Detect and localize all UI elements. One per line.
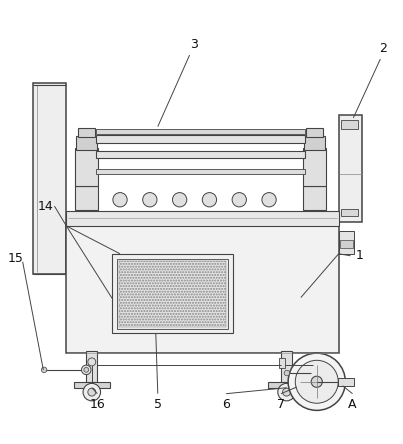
Circle shape bbox=[284, 370, 290, 376]
Circle shape bbox=[113, 193, 127, 207]
Circle shape bbox=[262, 193, 276, 207]
Circle shape bbox=[81, 365, 91, 375]
Bar bbox=[112, 254, 233, 333]
Bar bbox=[339, 115, 361, 222]
Bar bbox=[76, 136, 97, 150]
Bar bbox=[119, 261, 226, 327]
Bar bbox=[339, 231, 354, 254]
Bar bbox=[303, 186, 326, 210]
Text: A: A bbox=[348, 398, 357, 411]
Text: 2: 2 bbox=[379, 42, 387, 55]
Bar bbox=[96, 151, 305, 159]
Circle shape bbox=[283, 388, 291, 396]
Circle shape bbox=[83, 383, 101, 401]
Bar bbox=[73, 382, 110, 388]
Text: 14: 14 bbox=[38, 200, 54, 213]
Bar bbox=[66, 226, 339, 353]
Circle shape bbox=[84, 368, 89, 372]
Bar bbox=[304, 136, 325, 150]
Text: 15: 15 bbox=[8, 252, 23, 265]
Bar bbox=[341, 120, 358, 129]
Bar bbox=[75, 186, 98, 210]
Circle shape bbox=[42, 367, 47, 373]
Bar bbox=[96, 135, 305, 143]
Bar bbox=[66, 211, 339, 226]
Bar bbox=[33, 83, 66, 274]
Circle shape bbox=[288, 353, 345, 410]
Bar bbox=[268, 382, 305, 388]
Circle shape bbox=[88, 388, 96, 396]
Bar bbox=[96, 169, 305, 174]
Circle shape bbox=[278, 383, 295, 401]
Bar bbox=[306, 128, 323, 137]
Circle shape bbox=[311, 376, 322, 387]
Bar bbox=[78, 128, 95, 137]
Bar bbox=[340, 240, 353, 248]
Bar bbox=[281, 351, 292, 383]
Text: 5: 5 bbox=[154, 398, 162, 411]
Text: 3: 3 bbox=[190, 38, 197, 51]
Circle shape bbox=[143, 193, 157, 207]
Text: 7: 7 bbox=[277, 398, 285, 411]
Bar bbox=[303, 148, 326, 186]
Circle shape bbox=[88, 358, 96, 366]
Bar bbox=[279, 358, 285, 368]
Circle shape bbox=[202, 193, 216, 207]
Circle shape bbox=[172, 193, 187, 207]
Text: 1: 1 bbox=[356, 249, 364, 262]
Text: 6: 6 bbox=[222, 398, 230, 411]
Circle shape bbox=[295, 361, 338, 403]
Bar bbox=[86, 351, 98, 383]
Text: 16: 16 bbox=[89, 398, 105, 411]
Bar bbox=[338, 378, 354, 386]
Bar bbox=[117, 259, 228, 329]
Bar bbox=[75, 148, 98, 186]
Bar bbox=[96, 129, 305, 134]
Circle shape bbox=[232, 193, 246, 207]
Bar bbox=[341, 209, 358, 216]
